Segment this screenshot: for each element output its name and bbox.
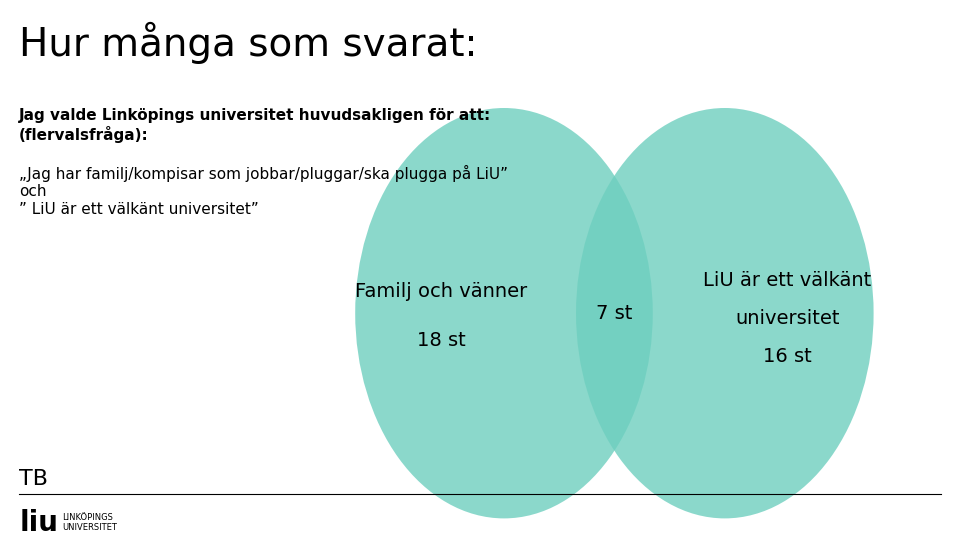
Text: universitet: universitet xyxy=(735,309,839,328)
Text: 18 st: 18 st xyxy=(418,330,466,350)
Text: Familj och vänner: Familj och vänner xyxy=(355,282,528,301)
Text: 7 st: 7 st xyxy=(596,303,633,323)
Text: LINKÖPINGS
UNIVERSITET: LINKÖPINGS UNIVERSITET xyxy=(62,513,117,532)
Ellipse shape xyxy=(355,108,653,518)
Text: LiU är ett välkänt: LiU är ett välkänt xyxy=(703,271,872,291)
Text: Hur många som svarat:: Hur många som svarat: xyxy=(19,22,478,64)
Text: 16 st: 16 st xyxy=(763,347,811,366)
Text: liu: liu xyxy=(19,509,59,537)
Text: TB: TB xyxy=(19,469,48,489)
Text: Jag valde Linköpings universitet huvudsakligen för att:
(flervalsfråga):: Jag valde Linköpings universitet huvudsa… xyxy=(19,108,492,143)
Text: „Jag har familj/kompisar som jobbar/pluggar/ska plugga på LiU”
och
” LiU är ett : „Jag har familj/kompisar som jobbar/plug… xyxy=(19,165,508,217)
Ellipse shape xyxy=(576,108,874,518)
